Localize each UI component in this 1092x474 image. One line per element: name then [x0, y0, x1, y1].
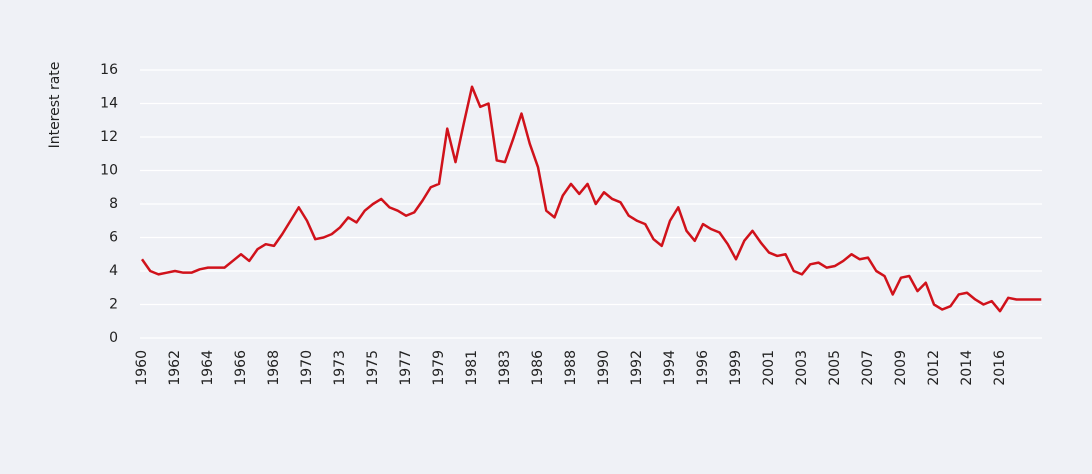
x-tick-label: 1988 [563, 350, 579, 386]
x-tick-label: 1964 [200, 350, 216, 386]
y-tick-label: 16 [100, 62, 118, 78]
x-tick-label: 2001 [761, 350, 777, 386]
x-tick-label: 2016 [992, 350, 1008, 386]
x-tick-label: 1983 [497, 350, 513, 386]
x-tick-label: 1962 [167, 350, 183, 386]
x-tick-label: 2003 [794, 350, 810, 386]
x-tick-label: 1994 [662, 350, 678, 386]
x-tick-label: 1960 [134, 350, 150, 386]
y-tick-label: 12 [100, 129, 118, 145]
x-tick-label: 1968 [266, 350, 282, 386]
x-tick-label: 2014 [959, 350, 975, 386]
x-tick-label: 1992 [629, 350, 645, 386]
y-tick-label: 0 [109, 330, 118, 346]
data-line [140, 85, 1042, 313]
x-tick-label: 1986 [530, 350, 546, 386]
x-tick-label: 2005 [827, 350, 843, 386]
x-tick-label: 1973 [332, 350, 348, 386]
x-tick-label: 1999 [728, 350, 744, 386]
y-tick-label: 2 [109, 297, 118, 313]
x-tick-label: 1979 [431, 350, 447, 386]
x-tick-label: 1981 [464, 350, 480, 386]
y-axis-label: Interest rate [47, 62, 63, 149]
y-tick-label: 8 [109, 196, 118, 212]
x-tick-label: 2012 [926, 350, 942, 386]
x-tick-label: 1990 [596, 350, 612, 386]
y-tick-label: 4 [109, 263, 118, 279]
x-tick-label: 1977 [398, 350, 414, 386]
x-tick-label: 1970 [299, 350, 315, 386]
x-tick-label: 2007 [860, 350, 876, 386]
y-tick-label: 10 [100, 163, 118, 179]
x-tick-label: 1975 [365, 350, 381, 386]
x-tick-label: 1966 [233, 350, 249, 386]
x-tick-label: 1996 [695, 350, 711, 386]
y-tick-label: 14 [100, 96, 118, 112]
y-tick-label: 6 [109, 230, 118, 246]
x-tick-label: 2009 [893, 350, 909, 386]
